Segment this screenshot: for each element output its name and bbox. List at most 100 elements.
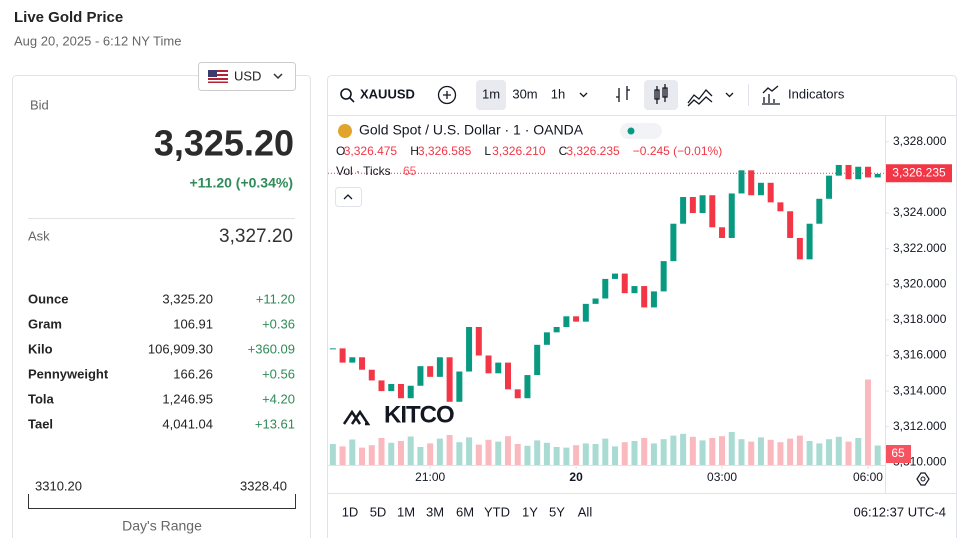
range-button[interactable]: 3M xyxy=(426,504,444,519)
volume-bar xyxy=(777,442,784,465)
range-button[interactable]: All xyxy=(578,504,593,519)
chart: Gold Spot / U.S. Dollar · 1 · OANDA O 3,32… xyxy=(328,122,952,484)
bar-style-icon[interactable] xyxy=(616,86,630,102)
candle xyxy=(680,197,687,224)
y-tick-label: 3,322.000 xyxy=(893,241,947,255)
unit-price: 4,041.04 xyxy=(162,416,213,431)
volume-bar xyxy=(329,444,336,465)
unit-name: Ounce xyxy=(28,291,68,306)
candle xyxy=(573,316,580,322)
status-pill xyxy=(620,123,662,139)
unit-name: Pennyweight xyxy=(28,366,109,381)
range-high: 3328.40 xyxy=(240,478,287,493)
indicators-icon[interactable] xyxy=(762,85,780,105)
unit-name: Kilo xyxy=(28,341,53,356)
unit-change: +11.20 xyxy=(256,291,295,306)
collapse-button[interactable] xyxy=(335,187,362,207)
last-price-tag xyxy=(886,164,952,183)
volume-bar xyxy=(621,442,628,465)
candle xyxy=(777,202,784,212)
ohlc-key: L xyxy=(484,144,491,158)
candle xyxy=(592,298,599,304)
currency-select[interactable]: USD xyxy=(198,62,296,91)
volume-bar xyxy=(543,442,550,465)
volume-bar xyxy=(524,445,531,465)
symbol-search[interactable]: XAUUSD xyxy=(340,86,415,103)
candle xyxy=(650,291,657,308)
chart-type-dropdown[interactable] xyxy=(725,92,734,98)
volume-bar xyxy=(612,446,619,465)
volume-bar xyxy=(864,379,871,465)
x-tick-label: 20 xyxy=(569,470,583,484)
volume-value: 65 xyxy=(403,164,417,178)
interval-button[interactable]: 30m xyxy=(512,86,537,101)
watermark: KITCO xyxy=(384,401,454,428)
candle-icon[interactable] xyxy=(654,84,668,104)
unit-change: +0.56 xyxy=(262,366,295,381)
volume-bar xyxy=(495,441,502,465)
ohlc-key: O xyxy=(336,144,345,158)
range-button[interactable]: 5D xyxy=(370,504,387,519)
settings-button[interactable] xyxy=(916,472,930,486)
candle xyxy=(553,327,560,333)
area-icon[interactable] xyxy=(687,89,713,107)
range-button[interactable]: 5Y xyxy=(549,504,565,519)
candle xyxy=(446,357,453,402)
range-button[interactable]: 1Y xyxy=(522,504,538,519)
candle xyxy=(427,366,434,377)
candle xyxy=(456,371,463,402)
candle xyxy=(806,223,813,260)
candle xyxy=(826,175,833,199)
clock: 06:12:37 UTC-4 xyxy=(854,504,947,519)
range-button[interactable]: 1D xyxy=(342,504,359,519)
bid-price: 3,325.20 xyxy=(154,123,294,164)
volume-bar xyxy=(592,444,599,465)
volume-bar xyxy=(650,443,657,465)
volume-bar xyxy=(748,441,755,465)
watermark-logo xyxy=(342,409,371,426)
candle xyxy=(787,211,794,238)
currency-label: USD xyxy=(234,68,261,83)
volume-bar xyxy=(757,437,764,465)
candle xyxy=(417,366,424,386)
range-button[interactable]: YTD xyxy=(484,504,510,519)
indicators-button[interactable]: Indicators xyxy=(788,86,845,101)
volume-bar xyxy=(466,437,473,465)
candle xyxy=(495,362,502,374)
volume-bar xyxy=(456,442,463,465)
volume-bar xyxy=(368,445,375,465)
active-interval-bg xyxy=(476,80,506,110)
ask-label: Ask xyxy=(28,228,50,243)
candle xyxy=(339,348,346,363)
chart-title: Gold Spot / U.S. Dollar · 1 · OANDA xyxy=(359,122,584,138)
status-dot xyxy=(627,127,635,135)
candle xyxy=(378,380,385,392)
interval-button[interactable]: 1h xyxy=(551,86,565,101)
ohlc-value: 3,326.235 xyxy=(566,144,620,158)
volume-bar xyxy=(534,440,541,465)
candle xyxy=(329,348,336,350)
candle xyxy=(816,198,823,224)
volume-bar xyxy=(641,438,648,465)
range-low: 3310.20 xyxy=(35,478,82,493)
volume-bar xyxy=(719,436,726,465)
candle xyxy=(689,197,696,214)
candle xyxy=(368,369,375,381)
compare-button[interactable] xyxy=(437,85,457,105)
interval-button[interactable]: 1m xyxy=(482,86,500,101)
symbol-logo xyxy=(338,124,352,138)
volume-bar xyxy=(631,441,638,465)
volume-bar xyxy=(816,443,823,465)
volume-bar xyxy=(709,438,716,465)
volume-bar xyxy=(728,432,735,465)
unit-price: 3,325.20 xyxy=(162,291,213,306)
candle xyxy=(466,327,473,372)
volume-bar xyxy=(475,444,482,465)
range-button[interactable]: 1M xyxy=(397,504,415,519)
volume-bar xyxy=(339,446,346,465)
range-button[interactable]: 6M xyxy=(456,504,474,519)
volume-bar xyxy=(826,439,833,465)
candle xyxy=(475,327,482,356)
interval-dropdown[interactable] xyxy=(579,92,588,98)
